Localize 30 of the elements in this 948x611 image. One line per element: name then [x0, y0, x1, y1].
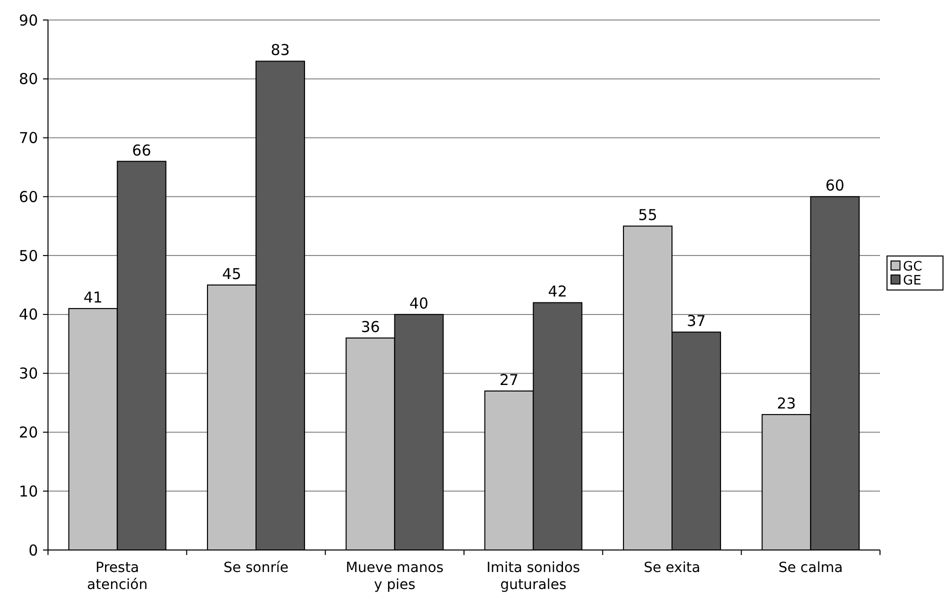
- x-tick-label: Imita sonidos guturales: [486, 560, 580, 593]
- data-label: 37: [686, 312, 706, 330]
- y-tick-label: 30: [18, 364, 38, 383]
- data-label: 66: [132, 141, 152, 160]
- y-tick-label: 20: [18, 423, 38, 442]
- data-label: 45: [222, 265, 242, 283]
- data-label: 36: [360, 318, 380, 336]
- y-tick-label: 60: [18, 188, 38, 206]
- y-tick-label: 70: [18, 129, 38, 148]
- data-label: 42: [548, 282, 568, 301]
- y-tick-label: 80: [18, 70, 38, 88]
- x-tick-label: Presta atención: [87, 560, 148, 593]
- y-tick-label: 40: [18, 306, 38, 324]
- y-tick-label: 50: [18, 246, 38, 265]
- data-label: 60: [825, 176, 844, 195]
- data-label: 23: [776, 394, 796, 413]
- y-tick-label: 10: [18, 482, 38, 500]
- y-tick-label: 90: [18, 11, 38, 30]
- y-tick-label: 0: [28, 541, 38, 560]
- data-label: 27: [500, 371, 519, 389]
- legend-label: GE: [903, 274, 922, 289]
- data-label: 40: [409, 294, 428, 312]
- data-label: 41: [84, 288, 103, 307]
- x-tick-label: Se exita: [644, 560, 700, 576]
- data-label: 55: [638, 206, 658, 224]
- x-tick-label: Se calma: [778, 560, 843, 576]
- x-tick-label: Mueve manos y pies: [346, 560, 444, 593]
- data-label: 83: [270, 41, 290, 60]
- legend-label: GC: [903, 260, 922, 275]
- x-tick-label: Se sonríe: [224, 560, 288, 576]
